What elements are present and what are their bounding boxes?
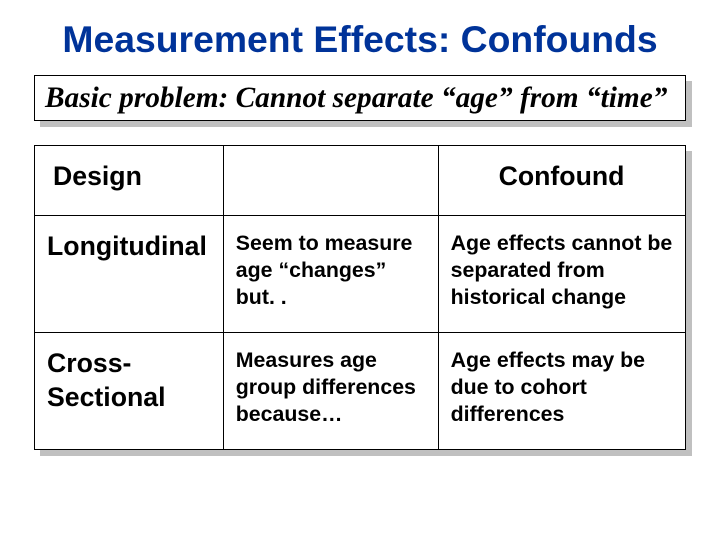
cell-confound: Age effects may be due to cohort differe… xyxy=(438,333,685,450)
cell-design: Cross-Sectional xyxy=(35,333,224,450)
table-container: Design Confound Longitudinal Seem to mea… xyxy=(34,145,686,450)
subtitle-box: Basic problem: Cannot separate “age” fro… xyxy=(34,75,686,121)
subtitle-text: Basic problem: Cannot separate “age” fro… xyxy=(45,82,667,115)
header-design: Design xyxy=(35,146,224,216)
subtitle-container: Basic problem: Cannot separate “age” fro… xyxy=(34,75,686,127)
slide-title: Measurement Effects: Confounds xyxy=(28,18,692,61)
table-row: Cross-Sectional Measures age group diffe… xyxy=(35,333,686,450)
cell-confound: Age effects cannot be separated from his… xyxy=(438,216,685,333)
table-row: Design Confound xyxy=(35,146,686,216)
cell-middle: Seem to measure age “changes” but. . xyxy=(223,216,438,333)
cell-design: Longitudinal xyxy=(35,216,224,333)
header-confound: Confound xyxy=(438,146,685,216)
table-row: Longitudinal Seem to measure age “change… xyxy=(35,216,686,333)
confound-table: Design Confound Longitudinal Seem to mea… xyxy=(34,145,686,450)
slide: Measurement Effects: Confounds Basic pro… xyxy=(0,0,720,540)
cell-middle: Measures age group differences because… xyxy=(223,333,438,450)
header-middle xyxy=(223,146,438,216)
